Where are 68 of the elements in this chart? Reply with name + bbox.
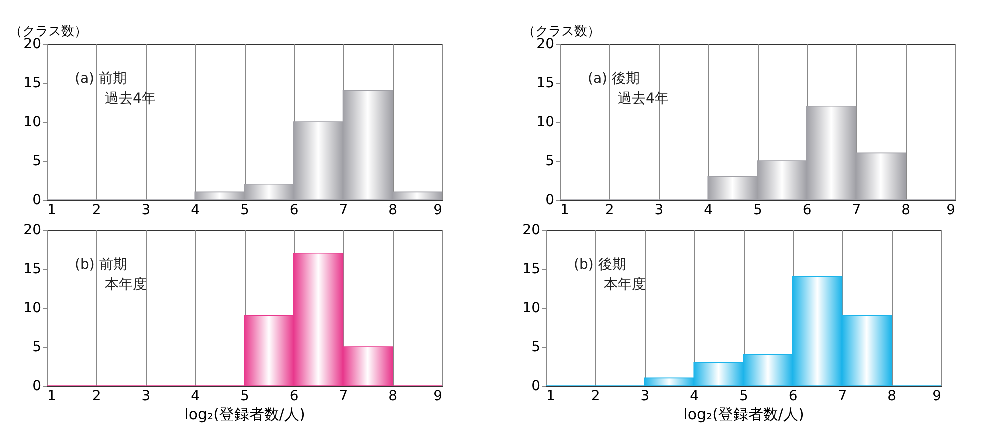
y-tick-label: 20 <box>522 222 540 238</box>
x-tick-label: 3 <box>640 388 650 404</box>
annotation: (a) 前期 <box>75 71 127 87</box>
x-tick-label: 1 <box>48 202 56 218</box>
x-tick-label: 9 <box>434 202 442 218</box>
y-tick-label: 10 <box>24 114 42 130</box>
x-tick-label: 8 <box>388 388 398 404</box>
annotation: (a) 後期 <box>588 71 640 87</box>
x-axis-title: log₂(登録者数/人) <box>184 406 306 424</box>
x-tick-label: 3 <box>142 202 151 218</box>
y-tick-label: 20 <box>24 36 42 52</box>
y-tick-label: 5 <box>532 340 540 356</box>
x-tick-label: 9 <box>932 388 942 404</box>
annotation: 本年度 <box>105 277 147 293</box>
x-tick-label: 6 <box>802 202 812 218</box>
x-tick-label: 7 <box>838 388 848 404</box>
y-tick-label: 15 <box>522 262 540 278</box>
x-axis-title: log₂(登録者数/人) <box>684 406 804 424</box>
annotation: (b) 後期 <box>574 257 626 273</box>
x-tick-label: 2 <box>92 202 102 218</box>
x-tick-label: 3 <box>142 388 151 404</box>
x-tick-label: 6 <box>290 388 299 404</box>
x-tick-label: 4 <box>191 202 200 218</box>
y-axis-title: （クラス数） <box>10 24 88 40</box>
x-tick-label: 7 <box>339 388 348 404</box>
x-tick-label: 1 <box>560 202 570 218</box>
x-tick-label: 5 <box>240 202 250 218</box>
x-tick-label: 2 <box>591 388 600 404</box>
x-tick-label: 9 <box>434 388 442 404</box>
x-tick-label: 5 <box>740 388 748 404</box>
x-tick-label: 8 <box>888 388 897 404</box>
annotation: 過去4年 <box>618 91 669 107</box>
x-tick-label: 5 <box>240 388 250 404</box>
x-tick-label: 1 <box>546 388 556 404</box>
x-tick-label: 8 <box>388 202 398 218</box>
y-tick-label: 15 <box>24 76 42 92</box>
x-tick-label: 4 <box>191 388 200 404</box>
y-axis-title: （クラス数） <box>522 24 600 40</box>
y-tick-label: 5 <box>32 340 42 356</box>
y-tick-label: 15 <box>536 76 554 92</box>
x-tick-label: 4 <box>690 388 700 404</box>
y-tick-label: 5 <box>546 154 554 170</box>
x-tick-label: 6 <box>788 388 798 404</box>
y-tick-label: 0 <box>532 378 540 394</box>
x-tick-label: 9 <box>946 202 956 218</box>
y-tick-label: 20 <box>24 222 42 238</box>
x-tick-label: 7 <box>339 202 348 218</box>
x-tick-label: 2 <box>92 388 102 404</box>
x-tick-label: 6 <box>290 202 299 218</box>
y-tick-label: 5 <box>32 154 42 170</box>
annotation: (b) 前期 <box>75 257 128 273</box>
x-tick-label: 1 <box>48 388 56 404</box>
y-tick-label: 0 <box>32 378 42 394</box>
x-tick-label: 2 <box>605 202 614 218</box>
y-tick-label: 10 <box>536 114 554 130</box>
x-tick-label: 4 <box>704 202 714 218</box>
annotation: 過去4年 <box>105 91 156 107</box>
x-tick-label: 7 <box>852 202 862 218</box>
x-tick-label: 3 <box>654 202 664 218</box>
y-tick-label: 15 <box>24 262 42 278</box>
y-tick-label: 10 <box>522 300 540 316</box>
y-tick-label: 10 <box>24 300 42 316</box>
y-tick-label: 0 <box>546 192 554 208</box>
annotation: 本年度 <box>604 277 646 293</box>
x-tick-label: 8 <box>902 202 911 218</box>
x-tick-label: 5 <box>754 202 762 218</box>
y-tick-label: 20 <box>536 36 554 52</box>
y-tick-label: 0 <box>32 192 42 208</box>
